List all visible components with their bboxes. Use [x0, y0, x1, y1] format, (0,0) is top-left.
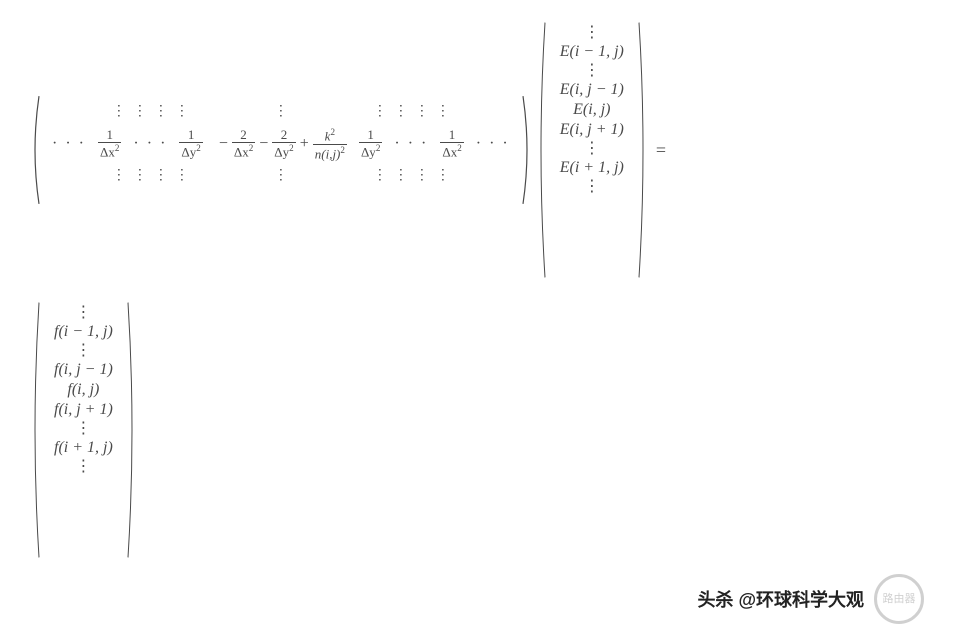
e-entry: E(i, j − 1): [552, 80, 632, 100]
hdots: · · ·: [46, 133, 92, 155]
vdots: ⋮: [196, 99, 366, 125]
vdots: ⋮: [112, 99, 126, 125]
equation-line-2: ⋮ f(i − 1, j) ⋮ f(i, j − 1) f(i, j) f(i,…: [30, 300, 924, 560]
equals-sign: =: [648, 140, 674, 161]
vdots: ⋮: [576, 178, 608, 196]
vdots: ⋮: [576, 140, 608, 158]
diagonal-term: − 2Δx2 − 2Δy2 + k2n(i,j)2: [209, 125, 353, 163]
frac-1-dx2-r: 1Δx2: [434, 126, 469, 162]
frac-1-dy2: 1Δy2: [173, 126, 208, 162]
vdots: ⋮: [67, 458, 99, 476]
left-paren: [30, 95, 40, 205]
frac-1-dx2: 1Δx2: [92, 126, 127, 162]
f-entry: f(i, j): [59, 380, 107, 400]
e-vector-body: ⋮ E(i − 1, j) ⋮ E(i, j − 1) E(i, j) E(i,…: [546, 20, 638, 280]
vdots: ⋮: [67, 420, 99, 438]
left-paren: [30, 300, 40, 560]
vdots: ⋮: [126, 163, 154, 189]
vdots: ⋮: [436, 163, 450, 189]
vdots: ⋮: [394, 163, 408, 189]
f-entry: f(i, j − 1): [46, 360, 121, 380]
e-entry: E(i + 1, j): [552, 158, 632, 178]
coefficient-matrix: ⋮ ⋮ ⋮ ⋮ ⋮ ⋮ ⋮ ⋮ ⋮ · · · 1Δx2 · · · 1Δy2: [30, 95, 532, 205]
vdots: ⋮: [168, 99, 196, 125]
watermark-logo-icon: 路由器: [874, 574, 924, 624]
right-paren: [522, 95, 532, 205]
vdots: ⋮: [126, 99, 154, 125]
vdots: ⋮: [154, 99, 168, 125]
vdots: ⋮: [366, 163, 394, 189]
vdots: ⋮: [196, 163, 366, 189]
vdots: ⋮: [67, 342, 99, 360]
f-entry: f(i, j + 1): [46, 400, 121, 420]
vdots: ⋮: [112, 163, 126, 189]
watermark-text: 头杀 @环球科学大观: [697, 586, 864, 612]
matrix-top-row: ⋮ ⋮ ⋮ ⋮ ⋮ ⋮ ⋮ ⋮ ⋮: [46, 99, 516, 125]
equation-line-1: ⋮ ⋮ ⋮ ⋮ ⋮ ⋮ ⋮ ⋮ ⋮ · · · 1Δx2 · · · 1Δy2: [30, 20, 924, 280]
matrix-middle-row: · · · 1Δx2 · · · 1Δy2 − 2Δx2 − 2Δy2 + k2…: [46, 125, 516, 163]
f-entry: f(i − 1, j): [46, 322, 121, 342]
hdots: · · ·: [470, 133, 516, 155]
vdots: ⋮: [366, 99, 394, 125]
right-paren: [638, 20, 648, 280]
hdots: · · ·: [388, 133, 434, 155]
frac-1-dy2-r: 1Δy2: [353, 126, 388, 162]
left-paren: [536, 20, 546, 280]
vdots: ⋮: [394, 99, 408, 125]
vdots: ⋮: [436, 99, 450, 125]
vdots: ⋮: [576, 24, 608, 42]
vdots: ⋮: [67, 304, 99, 322]
f-entry: f(i + 1, j): [46, 438, 121, 458]
e-entry: E(i, j): [565, 100, 618, 120]
f-vector-body: ⋮ f(i − 1, j) ⋮ f(i, j − 1) f(i, j) f(i,…: [40, 300, 127, 560]
hdots: · · ·: [127, 133, 173, 155]
vdots: ⋮: [408, 99, 436, 125]
e-vector: ⋮ E(i − 1, j) ⋮ E(i, j − 1) E(i, j) E(i,…: [536, 20, 648, 280]
e-entry: E(i, j + 1): [552, 120, 632, 140]
vdots: ⋮: [154, 163, 168, 189]
e-entry: E(i − 1, j): [552, 42, 632, 62]
right-paren: [127, 300, 137, 560]
matrix-body: ⋮ ⋮ ⋮ ⋮ ⋮ ⋮ ⋮ ⋮ ⋮ · · · 1Δx2 · · · 1Δy2: [40, 95, 522, 205]
watermark: 头杀 @环球科学大观 路由器: [697, 574, 924, 624]
vdots: ⋮: [576, 62, 608, 80]
f-vector: ⋮ f(i − 1, j) ⋮ f(i, j − 1) f(i, j) f(i,…: [30, 300, 137, 560]
vdots: ⋮: [168, 163, 196, 189]
matrix-bottom-row: ⋮ ⋮ ⋮ ⋮ ⋮ ⋮ ⋮ ⋮ ⋮: [46, 163, 516, 189]
vdots: ⋮: [408, 163, 436, 189]
